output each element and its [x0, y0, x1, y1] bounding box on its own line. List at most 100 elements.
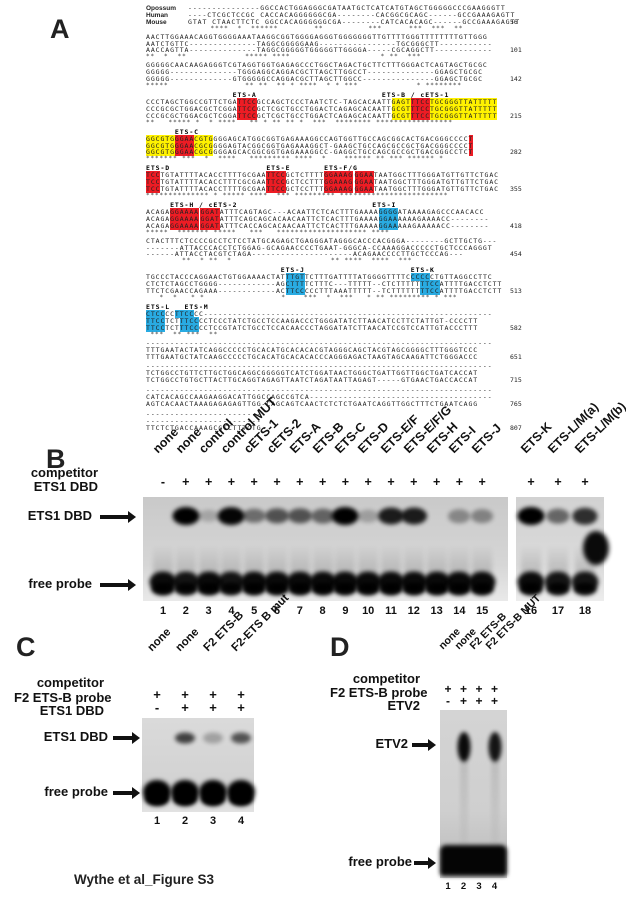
- shift-band-label-b: ETS1 DBD: [27, 508, 92, 523]
- plus-minus: +: [410, 475, 418, 489]
- lane-number: 1: [153, 815, 161, 827]
- lane-number: 2: [182, 605, 189, 617]
- free-probe-arrow-c: [113, 787, 140, 799]
- plus-minus: +: [181, 687, 189, 702]
- free-probe-label-c: free probe: [44, 784, 108, 799]
- species-label: Mouse: [146, 18, 167, 26]
- plus-minus: +: [209, 687, 217, 702]
- conservation-marks: * * * * * *** * *** * ** ********* * ***: [146, 294, 458, 302]
- gel-band: [457, 732, 470, 762]
- protein-row-label-d: ETV2: [387, 698, 420, 713]
- free-probe-smear: [198, 545, 219, 577]
- shift-band-label-c: ETS1 DBD: [43, 729, 108, 744]
- lane-number: 2: [181, 815, 189, 827]
- sequence-row: AACCAGTTA--------------TAGGCGGGGGTGGGGGT…: [146, 46, 522, 55]
- free-probe-label-b: free probe: [28, 576, 92, 591]
- ets-site-label-row: ETS-D ETS-E ETS-F/G: [146, 164, 358, 173]
- lane-number: 17: [551, 605, 565, 617]
- sequence-row: TTTGAATGCTATCAAGCCCCCTGCACATGCACACACCCAG…: [146, 352, 522, 361]
- gel-band: [174, 582, 198, 596]
- lane-number: 13: [430, 605, 443, 617]
- gel-band: [447, 582, 471, 596]
- plus-minus: +: [341, 475, 350, 489]
- free-probe-label-d: free probe: [348, 854, 412, 869]
- panel-a-label: A: [50, 14, 70, 44]
- gel-band: [488, 732, 501, 762]
- sequence-row: TTCTCGAACCAGAAA------------ACTTCCCCCTTTA…: [146, 287, 522, 296]
- lane-number: 3: [205, 605, 212, 617]
- sequence-row: GGCGTGGGAACGCGGGGAGCACGGCGGTGAGAAAGGCC-G…: [146, 148, 522, 157]
- sequence-row: ACAGAGGAAAA GGATATTTCAGCAGCACAACAATTCTCAC…: [146, 214, 490, 223]
- gel-band: [231, 732, 251, 744]
- lane-number: 15: [476, 605, 489, 617]
- gel-band: [583, 531, 609, 565]
- gel-band: [331, 507, 359, 525]
- panel-d-label: D: [330, 632, 350, 662]
- gel-band: [546, 582, 570, 596]
- plus-minus: +: [182, 475, 190, 489]
- sequence-row: Opossum ---------------GGCCACTGGAGGGCGATA…: [146, 4, 506, 12]
- conservation-marks: ** * ** ***** **** * ** ***: [146, 53, 422, 61]
- lane-label: none: [145, 626, 174, 654]
- free-probe-smear: [153, 545, 173, 577]
- sequence-row: TTTGAATACTATCAGGCCCCCTGCACATGCACACACGTAG…: [146, 345, 479, 354]
- lane-number: 8: [319, 605, 326, 617]
- panel-c-label: C: [16, 632, 36, 662]
- lane-number: 7: [296, 605, 303, 617]
- plus-minus: +: [364, 475, 372, 489]
- plus-minus: +: [554, 475, 562, 489]
- lane-label: none: [173, 626, 202, 654]
- free-probe-smear: [244, 545, 265, 577]
- gel-band: [448, 509, 471, 523]
- plus-minus: +: [581, 475, 589, 489]
- plus-minus: +: [250, 475, 258, 489]
- conservation-marks: ******* *** * **** ********* **** * ****…: [146, 155, 444, 163]
- gel-band: [572, 507, 598, 525]
- free-probe-smear: [335, 545, 356, 577]
- free-probe-smear: [312, 545, 333, 577]
- position-number: 101: [510, 46, 522, 55]
- position-number: 651: [510, 352, 522, 361]
- plus-minus: +: [490, 694, 499, 708]
- plus-minus: +: [153, 687, 161, 702]
- position-number: 715: [510, 376, 522, 385]
- plus-minus: +: [273, 475, 281, 489]
- figure-footer: Wythe et al_Figure S3: [74, 872, 215, 887]
- sequence-row: ----------------------------------------…: [146, 338, 493, 347]
- gel-band: [173, 792, 197, 806]
- position-number: 142: [510, 75, 522, 84]
- free-probe-smear: [358, 545, 379, 577]
- conservation-marks: ************** * ***** **** *** ********…: [146, 192, 449, 200]
- conservation-marks: ***** ******* ***** *** ****************…: [146, 228, 390, 236]
- plus-minus: +: [527, 475, 535, 489]
- conservation-marks: **** * ****** ** *** *** *** **: [188, 24, 464, 32]
- sequence-row: TGCCCTACCCAGGAACTGTGGAAAACTATTTGTTCTTTGA…: [146, 273, 493, 282]
- free-probe-smear: [221, 545, 242, 577]
- sequence-row: ACAGAGGAAAA GGATATTTCAGTAGC---ACAATTCTCAC…: [146, 208, 485, 217]
- ets-site-label-row: ETS-L ETS-M: [146, 303, 209, 312]
- sequence-row: TTCTCTGACCAAAGCCTCTTTCTG 807: [146, 423, 522, 432]
- lane-number: 16: [524, 605, 538, 617]
- plus-minus: +: [459, 694, 468, 708]
- plus-minus: +: [444, 682, 452, 696]
- plus-minus: +: [181, 700, 189, 715]
- plus-minus: +: [387, 475, 395, 489]
- sequence-row: ------------------------: [146, 416, 262, 425]
- sequence-row: GGGGG-------------GTGGGGGCCAGGACGCTTAGCT…: [146, 75, 522, 84]
- plus-minus: +: [237, 700, 245, 715]
- gel-band: [378, 507, 404, 525]
- lane-number: 11: [385, 605, 397, 617]
- sequence-row: GGGGG--------------TGGGAGGCAGGACGCTTAGCT…: [146, 68, 483, 77]
- lane-number: 10: [362, 605, 375, 617]
- lane-number: 6: [273, 605, 281, 617]
- gel-band: [198, 509, 219, 523]
- ets-site-label-row: ETS-C: [174, 127, 199, 136]
- probe-row-label-c: F2 ETS-B probe: [14, 690, 112, 705]
- sequence-row: GGCGTGGGAACGCGGGGAGTACGGCGGTGAGAAAGGCT-G…: [146, 141, 474, 150]
- sequence-row: Mouse GTAT CTAACTTCTC GGCCACAGGGGGGCGA---…: [146, 17, 521, 26]
- sequence-row: AATCTGTTC--------------TAGGCGGGGGAAG----…: [146, 39, 493, 48]
- conservation-marks: ** ***** * * **** ** * ** ** * *** *****…: [146, 118, 453, 126]
- lane-number: 1: [445, 881, 451, 892]
- gel-band: [265, 508, 289, 524]
